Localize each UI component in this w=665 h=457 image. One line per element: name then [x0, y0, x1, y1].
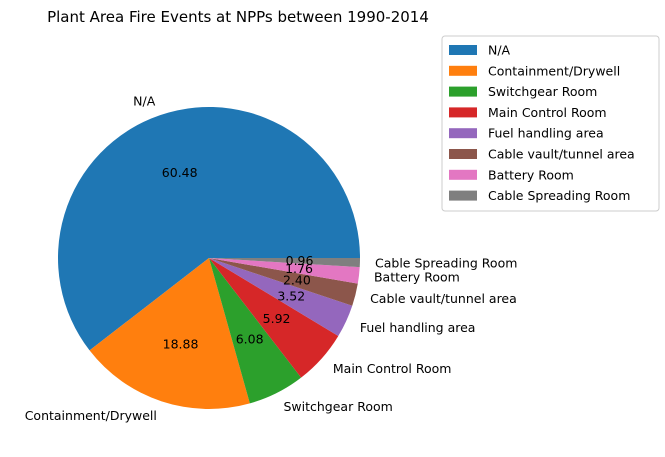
pie-slice-cable-vault-tunnel-area [209, 258, 358, 306]
value-label-containment-drywell: 18.88 [163, 337, 199, 352]
pie-slice-containment-drywell [89, 258, 250, 409]
slice-label-n-a: N/A [133, 93, 156, 108]
legend-swatch-cable-vault-tunnel-area [449, 149, 477, 159]
pie-slice-fuel-handling-area [209, 258, 353, 337]
value-label-battery-room: 1.76 [285, 261, 313, 276]
legend-swatch-cable-spreading-room [449, 190, 477, 201]
pie-slice-n-a [57, 106, 360, 351]
legend-label-n-a: N/A [488, 43, 511, 58]
pie-slice-battery-room [209, 258, 360, 284]
slice-label-containment-drywell: Containment/Drywell [25, 408, 157, 423]
pie-slice-main-control-room [209, 258, 339, 378]
legend-label-cable-vault-tunnel-area: Cable vault/tunnel area [488, 147, 635, 162]
value-labels: 60.48 18.88 6.08 5.92 3.522.401.760.96 [162, 165, 314, 352]
slice-label-fuel-handling-area: Fuel handling area [360, 320, 476, 335]
legend-swatch-containment-drywell [449, 65, 477, 76]
legend-frame [441, 35, 660, 212]
pie-slice-switchgear-room [209, 258, 302, 404]
pie-slice-cable-spreading-room [209, 258, 360, 268]
legend-swatch-battery-room [449, 169, 477, 180]
legend-label-main-control-room: Main Control Room [488, 105, 607, 120]
pie-slices [57, 106, 360, 409]
legend-label-cable-spreading-room: Cable Spreading Room [488, 188, 630, 203]
legend-swatch-main-control-room [449, 107, 477, 118]
legend-label-switchgear-room: Switchgear Room [488, 84, 597, 99]
value-label-fuel-handling-area: 3.52 [277, 288, 305, 303]
slice-label-cable-spreading-room: Cable Spreading Room [375, 256, 517, 271]
slice-labels: N/A Containment/Drywell Switchgear Room Mai… [25, 93, 518, 423]
value-label-n-a: 60.48 [162, 165, 198, 180]
slice-label-main-control-room: Main Control Room [333, 361, 452, 376]
chart-title: Plant Area Fire Events at NPPs between 1… [47, 8, 429, 26]
slice-label-cable-vault-tunnel-area: Cable vault/tunnel area [370, 291, 517, 306]
slice-label-battery-room: Battery Room [374, 270, 460, 285]
value-label-cable-vault-tunnel-area: 2.40 [283, 273, 311, 288]
value-label-main-control-room: 5.92 [263, 311, 291, 326]
legend-swatch-switchgear-room [449, 86, 477, 97]
legend: N/A Containment/Drywell Switchgear Room Mai… [441, 35, 660, 212]
value-label-switchgear-room: 6.08 [236, 331, 264, 346]
legend-label-battery-room: Battery Room [488, 167, 574, 182]
slice-label-switchgear-room: Switchgear Room [283, 399, 392, 414]
legend-swatch-fuel-handling-area [449, 128, 477, 139]
value-label-cable-spreading-room: 0.96 [286, 253, 314, 268]
legend-swatch-n-a [449, 45, 477, 55]
legend-label-fuel-handling-area: Fuel handling area [488, 126, 604, 141]
legend-label-containment-drywell: Containment/Drywell [488, 63, 620, 78]
